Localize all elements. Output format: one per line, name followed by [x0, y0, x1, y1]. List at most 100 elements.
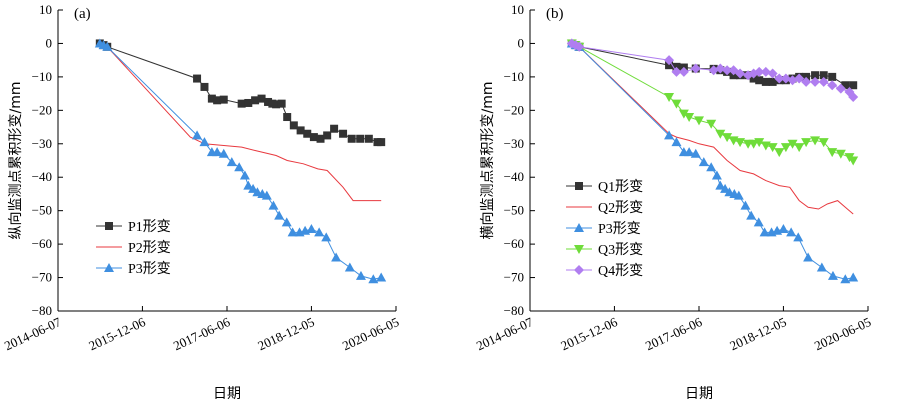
data-point	[237, 99, 246, 108]
data-point	[314, 227, 325, 237]
data-point	[672, 62, 681, 71]
x-tick-label: 2014-06-07	[474, 314, 536, 353]
data-point	[735, 68, 746, 79]
y-tick-label: 10	[39, 2, 52, 17]
data-point	[281, 217, 292, 227]
data-point	[377, 138, 386, 147]
data-point	[760, 66, 771, 77]
data-point	[257, 94, 266, 103]
y-tick-label: −70	[32, 270, 52, 285]
data-point	[761, 77, 770, 86]
data-point	[212, 147, 223, 157]
legend-label: P3形变	[598, 221, 641, 237]
y-tick-label: −30	[504, 136, 524, 151]
data-point	[268, 200, 279, 210]
data-point	[733, 190, 744, 200]
x-tick-label: 2020-06-05	[340, 314, 401, 353]
y-tick-label: 0	[518, 35, 525, 50]
data-point	[735, 138, 746, 148]
data-point	[226, 157, 237, 167]
data-point	[755, 76, 764, 85]
data-point	[664, 92, 675, 102]
data-point	[330, 124, 339, 133]
series-line	[571, 42, 854, 161]
series-line	[571, 42, 854, 215]
x-tick-label: 2018-12-05	[255, 314, 316, 353]
data-point	[690, 63, 701, 74]
data-point	[767, 68, 778, 79]
x-tick-label: 2017-06-06	[171, 314, 233, 353]
y-tick-label: −20	[32, 102, 52, 117]
data-point	[810, 76, 821, 87]
y-tick-label: −80	[504, 303, 524, 318]
data-point	[678, 66, 689, 77]
data-point	[264, 97, 273, 106]
data-point	[574, 41, 585, 52]
data-point	[102, 41, 113, 51]
y-tick-label: −40	[504, 169, 524, 184]
data-point	[199, 137, 210, 147]
y-tick-label: −60	[32, 236, 52, 251]
data-point	[840, 274, 851, 284]
data-point	[810, 136, 821, 146]
data-point	[192, 130, 203, 140]
legend-label: P3形变	[128, 261, 171, 277]
y-tick-label: 0	[46, 35, 53, 50]
data-point	[818, 138, 829, 148]
data-point	[671, 99, 682, 109]
x-tick-label: 2015-12-06	[86, 314, 148, 353]
data-point	[364, 134, 373, 143]
data-point	[794, 73, 805, 84]
data-point	[347, 134, 356, 143]
x-tick-label: 2014-06-07	[2, 314, 64, 353]
panel-label: (a)	[74, 6, 91, 22]
legend-label: P1形变	[128, 219, 171, 235]
data-point	[339, 129, 348, 138]
data-point	[841, 81, 850, 90]
data-point	[835, 83, 846, 94]
data-point	[303, 129, 312, 138]
data-point	[778, 224, 789, 234]
data-point	[698, 157, 709, 167]
y-axis-title: 纵向监测点累积形变/mm	[8, 82, 24, 240]
data-point	[774, 148, 785, 158]
x-tick-label: 2015-12-06	[558, 314, 620, 353]
data-point	[780, 143, 791, 153]
legend: P1形变 P2形变 P3形变	[96, 219, 171, 277]
data-point	[296, 126, 305, 135]
data-point	[706, 119, 717, 129]
data-point	[321, 232, 332, 242]
legend-swatch-marker	[574, 265, 584, 275]
data-point	[671, 137, 682, 147]
data-point	[200, 82, 209, 91]
data-point	[816, 262, 827, 272]
data-point	[715, 63, 726, 74]
y-axis-title: 横向监测点累积形变/mm	[480, 82, 496, 240]
data-point	[684, 113, 695, 123]
data-point	[819, 71, 828, 80]
data-point	[219, 95, 228, 104]
data-point	[794, 143, 805, 153]
data-point	[827, 270, 838, 280]
legend-swatch-marker	[575, 182, 583, 190]
legend-label: Q3形变	[598, 242, 643, 258]
data-point	[786, 227, 797, 237]
data-point	[827, 148, 838, 158]
x-tick-label: 2017-06-06	[643, 314, 705, 353]
y-tick-label: 10	[511, 2, 524, 17]
data-point	[218, 148, 229, 158]
data-point	[849, 81, 858, 90]
data-point	[274, 210, 285, 220]
x-axis-title: 日期	[213, 386, 241, 402]
legend-swatch-marker	[574, 223, 584, 232]
data-point	[759, 227, 770, 237]
series-1	[95, 39, 386, 147]
data-point	[774, 73, 785, 84]
data-point	[722, 133, 733, 143]
data-point	[283, 113, 292, 122]
data-point	[356, 134, 365, 143]
data-point	[355, 270, 366, 280]
series-2	[571, 42, 854, 215]
